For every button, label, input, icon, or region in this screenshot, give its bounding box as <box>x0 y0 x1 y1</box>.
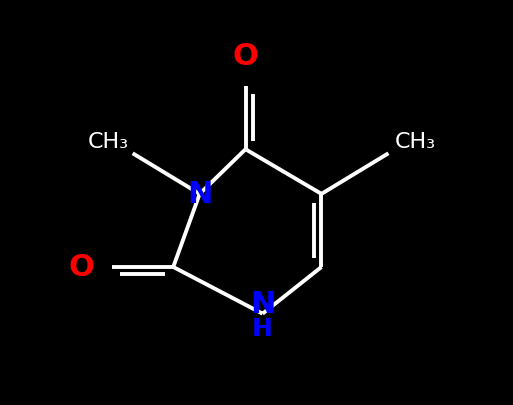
Text: N: N <box>187 180 212 209</box>
Text: O: O <box>232 42 259 71</box>
Text: O: O <box>69 253 95 282</box>
Text: N: N <box>250 289 275 318</box>
Text: H: H <box>252 316 273 340</box>
Text: CH₃: CH₃ <box>394 132 436 152</box>
Text: CH₃: CH₃ <box>88 132 129 152</box>
